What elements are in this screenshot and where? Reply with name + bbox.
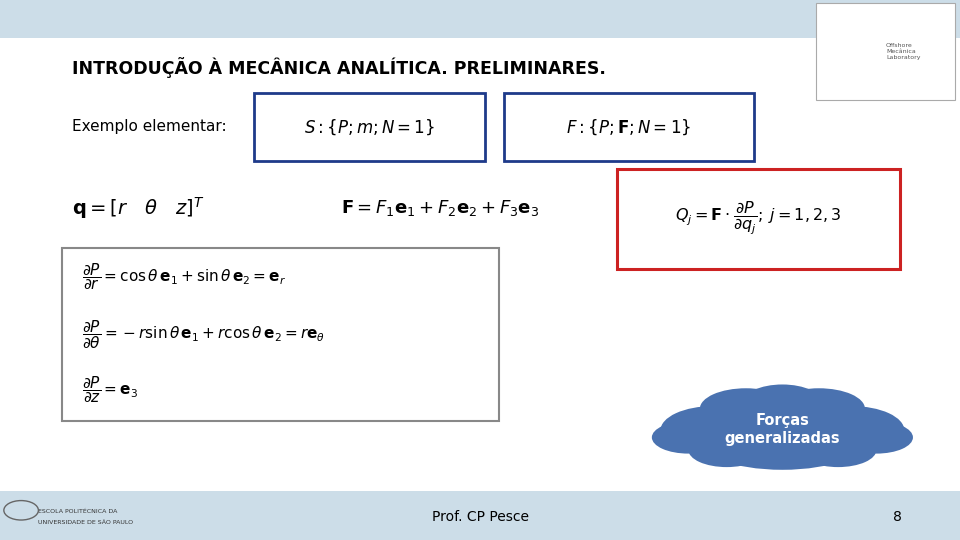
Ellipse shape — [742, 384, 823, 422]
Ellipse shape — [840, 421, 913, 454]
Bar — [0, 0, 960, 38]
Text: UNIVERSIDADE DE SÃO PAULO: UNIVERSIDADE DE SÃO PAULO — [38, 520, 133, 525]
Ellipse shape — [700, 388, 792, 429]
Text: Offshore
Mecânica
Laboratory: Offshore Mecânica Laboratory — [886, 43, 921, 59]
FancyBboxPatch shape — [62, 248, 499, 421]
Text: Prof. CP Pesce: Prof. CP Pesce — [431, 510, 529, 524]
Text: $\dfrac{\partial P}{\partial z} =\mathbf{e}_3$: $\dfrac{\partial P}{\partial z} =\mathbf… — [82, 375, 137, 405]
Ellipse shape — [652, 421, 725, 454]
FancyBboxPatch shape — [504, 93, 754, 161]
Text: $\dfrac{\partial P}{\partial \theta} = -r\sin\theta\,\mathbf{e}_1 + r\cos\theta\: $\dfrac{\partial P}{\partial \theta} = -… — [82, 319, 324, 351]
Text: Exemplo elementar:: Exemplo elementar: — [72, 119, 227, 134]
Text: ESCOLA POLITÉCNICA DA: ESCOLA POLITÉCNICA DA — [38, 509, 118, 515]
Text: $\dfrac{\partial P}{\partial r} = \cos\theta\,\mathbf{e}_1 + \sin\theta\,\mathbf: $\dfrac{\partial P}{\partial r} = \cos\t… — [82, 262, 286, 292]
Ellipse shape — [691, 400, 874, 470]
Text: $F :\{P;\mathbf{F}; N=1\}$: $F :\{P;\mathbf{F}; N=1\}$ — [566, 117, 691, 137]
Ellipse shape — [660, 406, 766, 455]
Text: $Q_j = \mathbf{F}\cdot\dfrac{\partial P}{\partial q_j};\; j=1,2,3$: $Q_j = \mathbf{F}\cdot\dfrac{\partial P}… — [675, 200, 842, 238]
Ellipse shape — [688, 433, 765, 467]
Text: $S :\{P; m; N=1\}$: $S :\{P; m; N=1\}$ — [304, 117, 435, 137]
Text: Forças
generalizadas: Forças generalizadas — [725, 413, 840, 446]
Bar — [0, 491, 960, 540]
FancyBboxPatch shape — [617, 168, 900, 269]
FancyBboxPatch shape — [816, 3, 955, 100]
Ellipse shape — [773, 388, 865, 429]
Text: $\mathbf{q} = \left[r \quad \theta \quad z\right]^T$: $\mathbf{q} = \left[r \quad \theta \quad… — [72, 195, 204, 221]
Text: 8: 8 — [893, 510, 902, 524]
Text: $\mathbf{F} = F_1\mathbf{e}_1 + F_2\mathbf{e}_2 + F_3\mathbf{e}_3$: $\mathbf{F} = F_1\mathbf{e}_1 + F_2\math… — [341, 198, 540, 218]
Text: INTRODUÇÃO À MECÂNICA ANALÍTICA. PRELIMINARES.: INTRODUÇÃO À MECÂNICA ANALÍTICA. PRELIMI… — [72, 57, 606, 78]
Ellipse shape — [800, 433, 876, 467]
Ellipse shape — [799, 406, 904, 455]
FancyBboxPatch shape — [254, 93, 485, 161]
